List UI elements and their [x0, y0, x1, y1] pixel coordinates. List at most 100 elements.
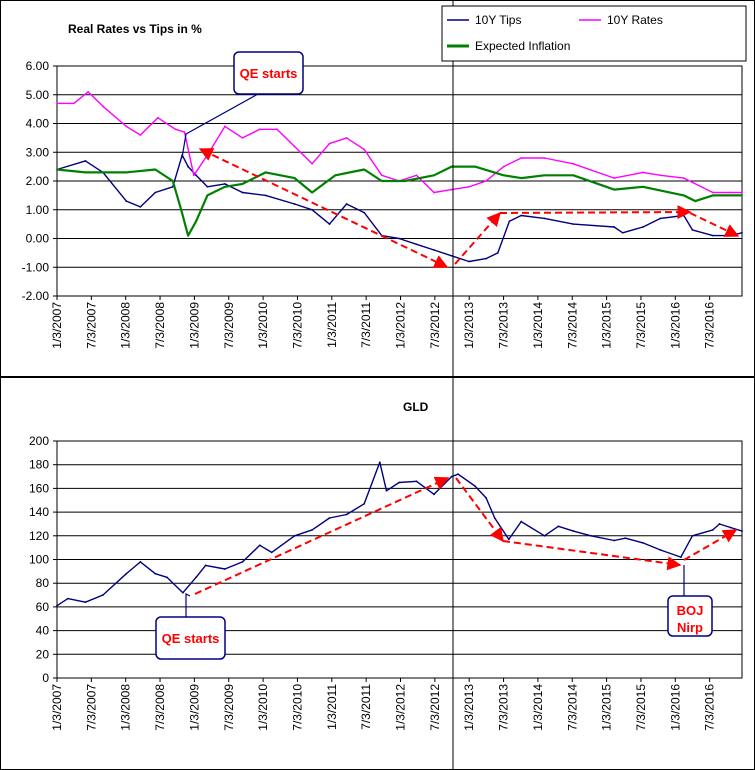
- x-tick-label: 7/3/2014: [565, 302, 579, 349]
- x-tick-label: 1/3/2009: [187, 302, 201, 349]
- y-tick-label: 4.00: [26, 117, 50, 131]
- x-tick-label: 7/3/2013: [497, 684, 511, 731]
- x-tick-label: 1/3/2011: [325, 684, 339, 730]
- data-point: [711, 528, 714, 531]
- data-point: [183, 131, 186, 134]
- y-tick-label: 3.00: [26, 145, 50, 159]
- data-point: [204, 564, 207, 567]
- x-tick-label: 1/3/2008: [119, 302, 133, 349]
- data-point: [659, 217, 662, 220]
- data-point: [380, 174, 383, 177]
- data-point: [659, 549, 662, 551]
- y-tick-label: 20: [36, 647, 50, 661]
- data-point: [741, 194, 743, 197]
- x-tick-label: 7/3/2015: [634, 684, 648, 731]
- data-point: [682, 177, 685, 180]
- data-point: [557, 525, 560, 528]
- y-tick-label: 5.00: [26, 88, 50, 102]
- data-point: [380, 180, 383, 182]
- data-point: [139, 205, 142, 208]
- x-tick-label: 1/3/2008: [119, 684, 133, 731]
- data-point: [468, 260, 470, 263]
- x-tick-label: 1/3/2007: [50, 684, 64, 731]
- data-point: [496, 251, 499, 254]
- data-point: [520, 157, 523, 159]
- x-tick-label: 7/3/2008: [153, 684, 167, 731]
- data-point: [154, 168, 157, 171]
- data-point: [507, 538, 510, 541]
- data-point: [241, 136, 244, 139]
- data-point: [195, 174, 197, 177]
- data-point: [182, 591, 184, 594]
- data-point: [613, 188, 616, 191]
- legend: 10Y Tips 10Y Rates Expected Inflation: [441, 5, 747, 62]
- data-point: [741, 530, 743, 532]
- legend-label: Expected Inflation: [475, 39, 570, 53]
- data-point: [520, 177, 523, 180]
- data-point: [729, 191, 732, 194]
- y-tick-label: -2.00: [22, 289, 50, 303]
- data-point: [311, 208, 314, 211]
- data-point: [457, 473, 459, 476]
- data-point: [171, 180, 174, 182]
- data-point: [328, 142, 331, 145]
- data-point: [642, 542, 644, 544]
- data-point: [493, 517, 496, 519]
- callout-box: [155, 616, 226, 660]
- data-point: [293, 177, 296, 180]
- data-point: [613, 226, 616, 228]
- data-point: [473, 165, 476, 168]
- data-point: [224, 185, 226, 188]
- data-point: [293, 534, 296, 537]
- data-point: [433, 493, 435, 496]
- x-tick-label: 1/3/2016: [668, 302, 682, 349]
- data-point: [206, 185, 209, 188]
- data-point: [56, 604, 58, 607]
- data-point: [154, 572, 157, 575]
- data-point: [572, 162, 575, 165]
- data-point: [264, 194, 267, 197]
- legend-box: [441, 5, 747, 62]
- x-tick-label: 7/3/2016: [703, 302, 717, 349]
- data-point: [311, 162, 314, 165]
- callout-qe-top: QE starts: [233, 51, 304, 95]
- data-point: [258, 544, 261, 547]
- data-point: [180, 208, 183, 211]
- y-tick-label: 60: [36, 600, 50, 614]
- data-point: [691, 534, 694, 537]
- data-point: [102, 594, 104, 596]
- data-point: [87, 90, 90, 93]
- x-tick-label: 1/3/2014: [531, 684, 545, 731]
- data-point: [311, 528, 314, 531]
- data-point: [84, 159, 87, 162]
- y-tick-label: 6.00: [26, 59, 50, 73]
- data-point: [241, 191, 244, 194]
- data-point: [642, 171, 644, 174]
- data-point: [102, 105, 104, 108]
- trend-arrow: [198, 148, 449, 268]
- data-point: [415, 243, 418, 246]
- data-point: [378, 461, 381, 464]
- x-tick-label: 1/3/2010: [256, 302, 270, 349]
- data-point: [711, 194, 714, 197]
- data-point: [543, 534, 546, 537]
- callout-text: BOJ: [677, 603, 704, 618]
- data-point: [473, 485, 476, 487]
- x-tick-label: 7/3/2007: [84, 684, 98, 731]
- data-point: [241, 560, 244, 563]
- x-tick-label: 7/3/2010: [290, 684, 304, 731]
- data-point: [157, 116, 159, 119]
- data-point: [276, 128, 278, 131]
- data-point: [224, 182, 226, 185]
- callout-text: QE starts: [240, 66, 298, 81]
- chart-title: Real Rates vs Tips in %: [68, 22, 202, 36]
- data-point: [450, 475, 453, 478]
- data-point: [613, 177, 616, 180]
- data-point: [729, 234, 732, 237]
- data-point: [154, 191, 157, 194]
- x-tick-label: 7/3/2011: [359, 302, 373, 348]
- data-point: [682, 194, 685, 197]
- data-point: [56, 102, 58, 105]
- data-point: [613, 539, 616, 542]
